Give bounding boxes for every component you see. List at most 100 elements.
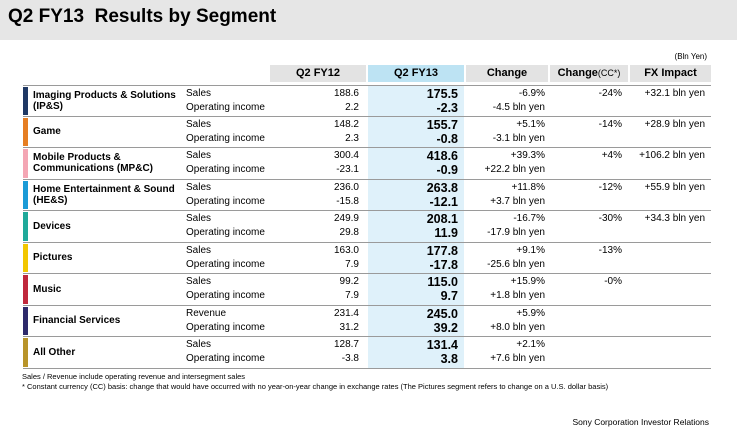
segment-name: Mobile Products & Communications (MP&C) — [33, 152, 153, 174]
change-value: +3.7 bln yen — [490, 195, 545, 207]
change-value: +1.8 bln yen — [490, 290, 545, 301]
metric-label: Sales — [186, 339, 212, 350]
fy12-value: 2.3 — [345, 132, 359, 144]
fy12-value: 29.8 — [339, 227, 359, 238]
metric-label: Operating income — [186, 290, 265, 301]
segment-color-bar — [23, 306, 28, 335]
change-value: +5.1% — [516, 118, 545, 130]
footnote-sales: Sales / Revenue include operating revenu… — [22, 372, 246, 381]
change-cc-value: -30% — [598, 213, 622, 224]
segment-name: All Other — [33, 346, 76, 358]
segment-name: Pictures — [33, 252, 73, 263]
column-header-fx-impact: FX Impact — [630, 65, 711, 82]
segment-row: All Other Sales 128.7 131.4 +2.1% Operating i… — [23, 337, 711, 369]
segment-row: Financial Services Revenue 231.4 245.0 +5.9%… — [23, 306, 711, 337]
change-value: -16.7% — [513, 213, 545, 224]
fy12-value: -3.8 — [341, 353, 359, 364]
metric-label: Sales — [186, 213, 212, 224]
fy13-value: 208.1 — [426, 212, 458, 226]
segment-color-bar — [23, 180, 28, 209]
fy12-value: 7.9 — [345, 258, 359, 270]
fy12-value: 99.2 — [339, 276, 359, 287]
segment-name: Game — [33, 126, 61, 137]
fy13-value: -0.8 — [436, 131, 458, 146]
metric-label: Sales — [186, 244, 212, 256]
segment-color-bar — [23, 117, 28, 146]
change-cc-value: -12% — [598, 181, 622, 193]
change-value: +22.2 bln yen — [484, 164, 545, 175]
fy13-value: 245.0 — [426, 306, 458, 321]
fy12-value: 148.2 — [333, 118, 359, 130]
fy13-value: 155.7 — [426, 117, 458, 132]
page-title: Q2 FY13 Results by Segment — [8, 6, 277, 27]
fy13-value: 175.5 — [426, 87, 458, 101]
fy12-value: 128.7 — [333, 339, 359, 350]
fx-impact-value: +32.1 bln yen — [644, 88, 705, 99]
fx-impact-value: +106.2 bln yen — [639, 150, 705, 161]
fy13-value: 9.7 — [440, 289, 458, 303]
change-value: +5.9% — [516, 307, 545, 319]
fy13-highlight-column — [368, 85, 464, 368]
fy12-value: 249.9 — [333, 213, 359, 224]
fx-impact-value: +28.9 bln yen — [644, 118, 705, 130]
metric-label: Operating income — [186, 321, 265, 333]
metric-label: Operating income — [186, 258, 265, 270]
change-cc-value: -14% — [598, 118, 622, 130]
column-header-fy13: Q2 FY13 — [368, 65, 464, 82]
metric-label: Sales — [186, 181, 212, 193]
segment-name: Music — [33, 283, 62, 295]
fy12-value: 7.9 — [345, 290, 359, 301]
segment-color-bar — [23, 87, 28, 115]
change-value: +15.9% — [510, 276, 545, 287]
fy13-value: -0.9 — [436, 163, 458, 177]
change-value: +2.1% — [516, 339, 545, 350]
metric-label: Sales — [186, 150, 212, 161]
column-header-fy12: Q2 FY12 — [270, 65, 366, 82]
fy13-value: 39.2 — [433, 320, 458, 335]
title-banner: Q2 FY13 Results by Segment — [0, 0, 737, 40]
segment-name: Imaging Products & Solutions (IP&S) — [33, 90, 176, 112]
segment-row: Pictures Sales 163.0 177.8 +9.1% -13% Operatin… — [23, 243, 711, 274]
segment-color-bar — [23, 338, 28, 367]
change-value: -3.1 bln yen — [492, 132, 545, 144]
fx-impact-value: +55.9 bln yen — [644, 181, 705, 193]
segment-row: Mobile Products & Communications (MP&C) S… — [23, 148, 711, 180]
change-cc-value: -24% — [598, 88, 622, 99]
fx-impact-value: +34.3 bln yen — [644, 213, 705, 224]
change-value: +11.8% — [511, 181, 545, 193]
change-cc-value: -13% — [598, 244, 622, 256]
segment-name: Devices — [33, 220, 71, 232]
metric-label: Operating income — [186, 102, 265, 113]
segment-row: Music Sales 99.2 115.0 +15.9% -0% Operating in… — [23, 274, 711, 306]
change-value: +8.0 bln yen — [490, 321, 545, 333]
segment-name: Home Entertainment & Sound (HE&S) — [33, 183, 175, 206]
segment-row: Game Sales 148.2 155.7 +5.1% -14% +28.9 bln ye… — [23, 117, 711, 148]
change-value: +9.1% — [516, 244, 545, 256]
footnote-cc: * Constant currency (CC) basis: change t… — [22, 382, 609, 391]
change-cc-value: +4% — [601, 150, 622, 161]
fy13-value: -12.1 — [429, 194, 459, 209]
change-value: -6.9% — [518, 88, 545, 99]
fy13-value: 418.6 — [426, 149, 458, 163]
fy12-value: 31.2 — [339, 321, 359, 333]
column-header-change: Change — [466, 65, 548, 82]
fy12-value: 236.0 — [333, 181, 359, 193]
metric-label: Sales — [186, 276, 212, 287]
segment-row: Devices Sales 249.9 208.1 -16.7% -30% +34.3 bl… — [23, 211, 711, 243]
change-value: +7.6 bln yen — [490, 353, 545, 364]
fy12-value: 231.4 — [333, 307, 359, 319]
fy12-value: 300.4 — [333, 150, 359, 161]
unit-label: (Bln Yen) — [674, 52, 707, 61]
fy13-value: -17.8 — [429, 257, 459, 272]
change-value: +39.3% — [510, 150, 545, 161]
metric-label: Operating income — [186, 164, 265, 175]
metric-label: Sales — [186, 88, 212, 99]
fy13-value: 115.0 — [427, 275, 458, 289]
fy12-value: 2.2 — [345, 102, 359, 113]
fy12-value: 163.0 — [333, 244, 359, 256]
fy13-value: 3.8 — [440, 352, 458, 366]
change-value: -17.9 bln yen — [487, 227, 545, 238]
segment-color-bar — [23, 243, 28, 272]
column-header-change-cc: Change(CC*) — [550, 65, 628, 82]
segment-name: Financial Services — [33, 315, 121, 326]
